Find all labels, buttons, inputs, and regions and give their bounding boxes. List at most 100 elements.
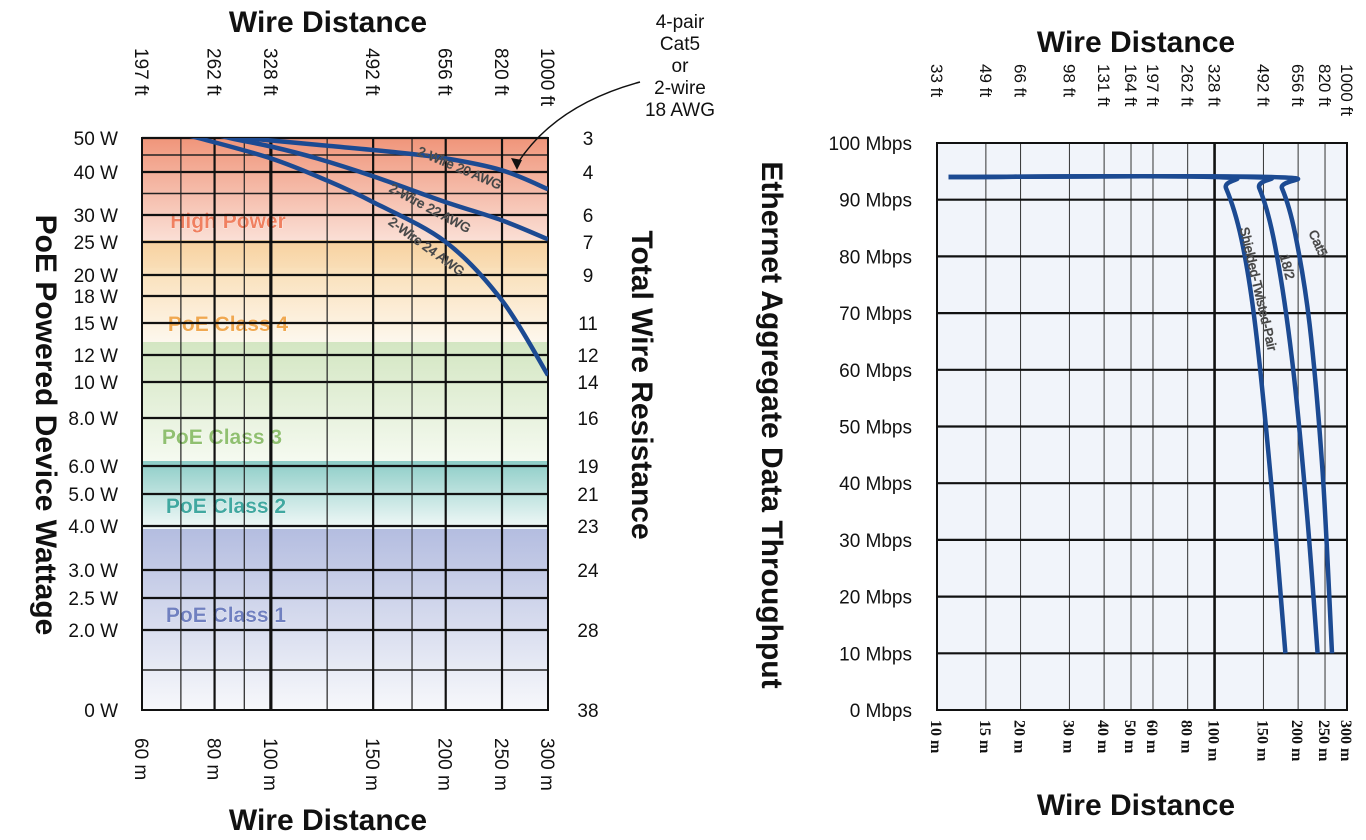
y-left-tick-label: 6.0 W <box>68 457 118 478</box>
callout-line-1: 4-pair <box>656 12 705 33</box>
series-label-18-2: 18/2 <box>1277 253 1298 281</box>
x-top-tick-label: 197 ft <box>130 48 151 96</box>
y-left-tick-label: 40 Mbps <box>839 474 912 495</box>
y-right-tick-label: 28 <box>577 621 598 642</box>
callout-arrow-line <box>516 81 641 165</box>
y-left-tick-label: 30 W <box>74 206 118 227</box>
x-bottom-tick-label: 40 m <box>1094 720 1111 754</box>
y-right-tick-label: 38 <box>577 701 598 722</box>
x-top-tick-label: 328 ft <box>259 48 280 96</box>
x-bottom-tick-label: 200 m <box>434 738 455 791</box>
x-bottom-tick-label: 60 m <box>1143 720 1160 754</box>
y-left-tick-label: 20 Mbps <box>839 588 912 609</box>
right-bottom-axis-title: Wire Distance <box>1037 789 1235 822</box>
series-line-2-wire-20-awg <box>220 138 548 192</box>
y-left-tick-label: 12 W <box>74 346 118 367</box>
x-bottom-tick-label: 50 m <box>1121 720 1138 754</box>
y-right-tick-label: 11 <box>578 314 598 335</box>
y-left-tick-label: 8.0 W <box>68 409 118 430</box>
x-bottom-tick-label: 250 m <box>490 738 511 791</box>
x-bottom-tick-label: 300 m <box>536 738 557 791</box>
band-label-high-power: High Power <box>170 210 286 233</box>
y-left-tick-label: 60 Mbps <box>839 361 912 382</box>
x-bottom-tick-label: 15 m <box>976 720 993 754</box>
tick-group: 50 W40 W30 W25 W20 W18 W15 W12 W10 W8.0 … <box>68 48 599 791</box>
x-top-tick-label: 131 ft <box>1094 64 1113 107</box>
band-label-poe-class-1: PoE Class 1 <box>166 604 287 627</box>
x-top-tick-label: 197 ft <box>1143 64 1162 107</box>
plot-frame <box>141 137 549 711</box>
grid-group <box>141 136 549 711</box>
y-left-tick-label: 80 Mbps <box>839 247 912 268</box>
y-left-tick-label: 90 Mbps <box>839 191 912 212</box>
y-left-tick-label: 100 Mbps <box>829 134 912 155</box>
left-bottom-axis-title: Wire Distance <box>229 804 427 837</box>
y-left-tick-label: 10 Mbps <box>839 644 912 665</box>
y-right-tick-label: 14 <box>577 373 599 394</box>
x-top-tick-label: 1000 ft <box>536 48 557 107</box>
x-bottom-tick-label: 20 m <box>1011 720 1028 754</box>
right-top-axis-title: Wire Distance <box>1037 26 1235 59</box>
band-label-poe-class-4: PoE Class 4 <box>168 313 289 336</box>
callout-arrow-head <box>511 158 522 170</box>
x-bottom-tick-label: 100 m <box>259 738 280 791</box>
y-right-tick-label: 3 <box>583 129 594 150</box>
x-bottom-tick-label: 80 m <box>203 738 224 780</box>
x-bottom-tick-label: 250 m <box>1315 720 1332 762</box>
x-bottom-tick-label: 60 m <box>130 738 151 780</box>
x-bottom-tick-label: 10 m <box>927 720 944 754</box>
x-top-tick-label: 328 ft <box>1205 64 1224 107</box>
y-right-tick-label: 6 <box>583 206 594 227</box>
x-top-tick-label: 1000 ft <box>1337 64 1356 116</box>
y-left-tick-label: 0 Mbps <box>850 701 912 722</box>
callout-line-2: Cat5 <box>660 34 700 55</box>
y-left-tick-label: 50 W <box>74 129 118 150</box>
right-chart-y-axis-title: Ethernet Aggregate Data Throughput <box>755 161 788 688</box>
y-right-tick-label: 24 <box>577 561 599 582</box>
y-left-tick-label: 0 W <box>84 701 118 722</box>
callout-line-5: 18 AWG <box>645 100 715 121</box>
series-line-cat5 <box>948 173 1335 654</box>
y-left-tick-label: 18 W <box>74 287 118 308</box>
callout-line-3: or <box>672 56 690 77</box>
y-right-tick-label: 4 <box>583 163 594 184</box>
y-left-tick-label: 20 W <box>74 266 118 287</box>
y-left-tick-label: 4.0 W <box>68 517 118 538</box>
y-left-tick-label: 50 Mbps <box>839 418 912 439</box>
x-top-tick-label: 262 ft <box>1178 64 1197 107</box>
y-left-tick-label: 40 W <box>74 163 118 184</box>
y-right-tick-label: 21 <box>577 485 598 506</box>
y-left-tick-label: 70 Mbps <box>839 304 912 325</box>
y-left-tick-label: 15 W <box>74 314 118 335</box>
y-right-tick-label: 16 <box>577 409 598 430</box>
y-left-tick-label: 2.5 W <box>68 589 118 610</box>
x-bottom-tick-label: 200 m <box>1288 720 1305 762</box>
band-poe-class-3 <box>142 342 548 461</box>
x-top-tick-label: 98 ft <box>1059 64 1078 97</box>
x-top-tick-label: 66 ft <box>1011 64 1030 97</box>
y-right-tick-label: 23 <box>577 517 598 538</box>
band-label-poe-class-2: PoE Class 2 <box>166 495 286 518</box>
callout: 4-pair Cat5 or 2-wire 18 AWG <box>511 12 715 170</box>
band-group: High Power PoE Class 4 PoE Class 3 PoE Clas… <box>142 138 548 710</box>
x-top-tick-label: 262 ft <box>203 48 224 96</box>
y-left-tick-label: 5.0 W <box>68 485 118 506</box>
x-top-tick-label: 820 ft <box>490 48 511 96</box>
y-right-tick-label: 12 <box>577 346 598 367</box>
band-poe-class-1 <box>142 529 548 710</box>
x-top-tick-label: 492 ft <box>361 48 382 96</box>
x-top-tick-label: 33 ft <box>927 64 946 97</box>
tick-group: 100 Mbps 90 Mbps 80 Mbps 70 Mbps 60 Mbps 50 M… <box>829 64 1356 762</box>
x-top-tick-label: 656 ft <box>434 48 455 96</box>
y-left-tick-label: 3.0 W <box>68 561 118 582</box>
x-top-tick-label: 492 ft <box>1253 64 1272 107</box>
plot-frame <box>936 142 1348 711</box>
y-left-tick-label: 2.0 W <box>68 621 118 642</box>
x-bottom-tick-label: 150 m <box>1253 720 1270 762</box>
left-y-axis-title: PoE Powered Device Wattage <box>29 215 62 636</box>
x-top-tick-label: 49 ft <box>976 64 995 97</box>
y-right-tick-label: 9 <box>583 266 594 287</box>
left-chart: High Power PoE Class 4 PoE Class 3 PoE Clas… <box>29 6 715 837</box>
y-right-tick-label: 19 <box>577 457 598 478</box>
